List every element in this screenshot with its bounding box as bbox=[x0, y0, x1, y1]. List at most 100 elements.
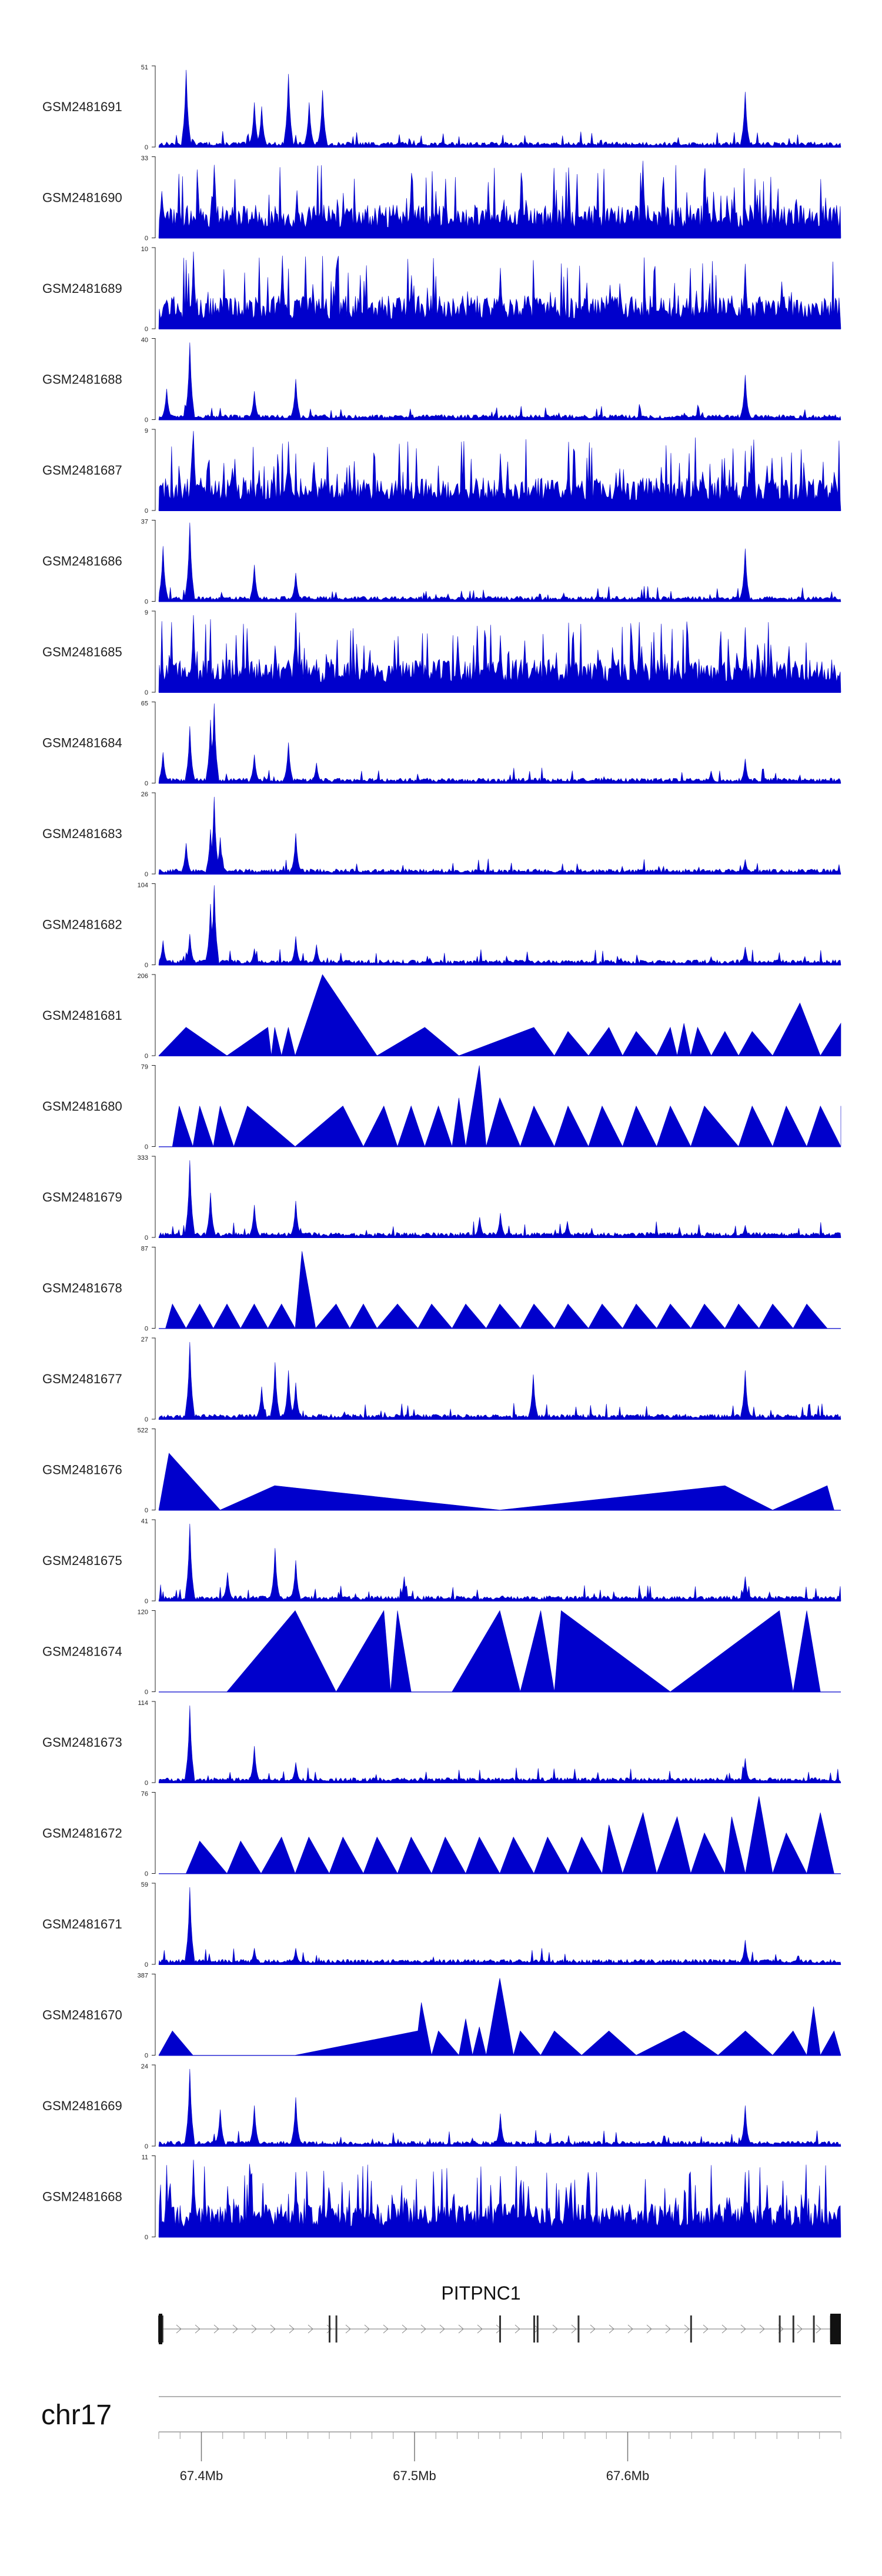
strand-arrow bbox=[439, 2324, 445, 2334]
exon bbox=[813, 2315, 815, 2343]
exon bbox=[536, 2315, 539, 2343]
y-max-label: 27 bbox=[141, 1336, 148, 1343]
y-axis bbox=[152, 429, 156, 511]
y-axis bbox=[152, 1247, 156, 1329]
y-axis bbox=[152, 156, 156, 238]
exon bbox=[792, 2315, 794, 2343]
y-axis bbox=[152, 1883, 156, 1965]
y-max-label: 10 bbox=[141, 246, 148, 253]
y-min-label: 0 bbox=[145, 1053, 148, 1060]
y-axis bbox=[152, 1156, 156, 1238]
signal-area bbox=[158, 342, 841, 420]
track-label: GSM2481672 bbox=[42, 1826, 122, 1841]
track-label: GSM2481691 bbox=[42, 99, 122, 114]
y-axis bbox=[152, 974, 156, 1056]
y-axis bbox=[152, 1429, 156, 1510]
strand-arrow bbox=[458, 2324, 464, 2334]
track-GSM2481686: GSM2481686 37 0 bbox=[42, 519, 841, 606]
strand-arrow bbox=[308, 2324, 313, 2334]
y-max-label: 59 bbox=[141, 1881, 148, 1888]
exon bbox=[779, 2315, 781, 2343]
signal-area bbox=[158, 161, 841, 238]
y-axis bbox=[152, 65, 156, 148]
track-GSM2481680: GSM2481680 79 0 bbox=[42, 1064, 841, 1151]
track-GSM2481670: GSM2481670 387 0 bbox=[42, 1973, 841, 2060]
track-label: GSM2481686 bbox=[42, 554, 122, 569]
y-min-label: 0 bbox=[145, 144, 148, 151]
strand-arrow bbox=[552, 2324, 558, 2334]
exon bbox=[161, 2315, 163, 2343]
y-min-label: 0 bbox=[145, 1961, 148, 1968]
strand-arrow bbox=[402, 2324, 407, 2334]
y-max-label: 40 bbox=[141, 337, 148, 344]
y-max-label: 33 bbox=[141, 155, 148, 162]
y-max-label: 65 bbox=[141, 700, 148, 708]
strand-arrow bbox=[383, 2324, 389, 2334]
signal-area bbox=[158, 796, 841, 875]
y-max-label: 51 bbox=[141, 64, 148, 71]
signal-area bbox=[159, 1251, 841, 1329]
y-max-label: 79 bbox=[141, 1064, 148, 1071]
gene-track: PITPNC1 bbox=[158, 2283, 841, 2344]
y-axis bbox=[152, 1065, 156, 1147]
strand-arrow bbox=[232, 2324, 238, 2334]
exon bbox=[533, 2315, 535, 2343]
y-axis bbox=[152, 1610, 156, 1692]
y-max-label: 26 bbox=[141, 791, 148, 798]
strand-arrow bbox=[420, 2324, 426, 2334]
strand-arrow bbox=[684, 2324, 690, 2334]
y-max-label: 76 bbox=[141, 1791, 148, 1798]
track-label: GSM2481673 bbox=[42, 1735, 122, 1750]
track-GSM2481689: GSM2481689 10 0 bbox=[42, 246, 841, 333]
y-max-label: 11 bbox=[142, 2154, 148, 2161]
signal-area bbox=[158, 1705, 841, 1783]
genome-axis: chr17 67.4Mb 67.5Mb 67.6Mb bbox=[41, 2396, 841, 2483]
signal-area bbox=[158, 1342, 841, 1420]
strand-arrow bbox=[721, 2324, 727, 2334]
y-min-label: 0 bbox=[145, 1416, 148, 1423]
y-max-label: 24 bbox=[141, 2063, 148, 2070]
y-min-label: 0 bbox=[145, 235, 148, 242]
y-min-label: 0 bbox=[145, 1326, 148, 1333]
strand-arrow bbox=[251, 2324, 257, 2334]
y-min-label: 0 bbox=[145, 508, 148, 515]
strand-arrow bbox=[477, 2324, 483, 2334]
y-axis bbox=[152, 610, 156, 693]
y-max-label: 387 bbox=[138, 1973, 148, 1980]
tick-label: 67.6Mb bbox=[606, 2468, 649, 2483]
strand-arrow bbox=[759, 2324, 765, 2334]
track-GSM2481688: GSM2481688 40 0 bbox=[42, 337, 841, 424]
y-axis bbox=[152, 2155, 156, 2237]
gene-name-label: PITPNC1 bbox=[441, 2283, 520, 2304]
track-label: GSM2481679 bbox=[42, 1190, 122, 1204]
y-axis bbox=[152, 338, 156, 420]
signal-area bbox=[158, 1453, 841, 1510]
track-GSM2481684: GSM2481684 65 0 bbox=[42, 700, 841, 788]
track-label: GSM2481689 bbox=[42, 281, 122, 296]
exon-end bbox=[830, 2314, 841, 2344]
y-axis bbox=[152, 702, 156, 783]
signal-area bbox=[158, 431, 841, 511]
track-GSM2481679: GSM2481679 333 0 bbox=[42, 1154, 841, 1242]
y-axis bbox=[152, 1974, 156, 2056]
strand-arrow bbox=[176, 2324, 182, 2334]
strand-arrow bbox=[703, 2324, 709, 2334]
strand-arrow bbox=[364, 2324, 370, 2334]
strand-arrow bbox=[740, 2324, 746, 2334]
y-min-label: 0 bbox=[145, 2143, 148, 2150]
signal-area bbox=[158, 612, 841, 693]
track-label: GSM2481676 bbox=[42, 1463, 122, 1477]
y-min-label: 0 bbox=[145, 599, 148, 606]
track-GSM2481674: GSM2481674 120 0 bbox=[42, 1609, 841, 1696]
y-min-label: 0 bbox=[145, 2053, 148, 2060]
track-label: GSM2481677 bbox=[42, 1372, 122, 1386]
strand-arrow bbox=[627, 2324, 633, 2334]
y-axis bbox=[152, 1519, 156, 1601]
track-GSM2481678: GSM2481678 87 0 bbox=[42, 1246, 841, 1333]
track-GSM2481687: GSM2481687 9 0 bbox=[42, 428, 841, 515]
signal-area bbox=[159, 1796, 841, 1874]
strand-arrow bbox=[646, 2324, 652, 2334]
signal-area bbox=[159, 1610, 841, 1693]
strand-arrow bbox=[797, 2324, 803, 2334]
